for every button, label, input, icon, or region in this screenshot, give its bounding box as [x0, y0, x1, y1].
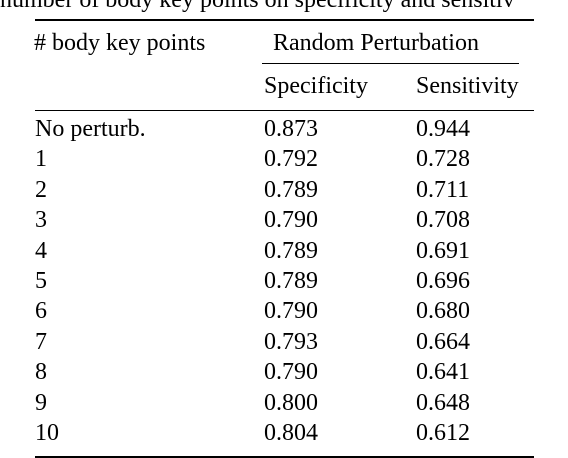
table-row: 8 0.790 0.641: [0, 358, 568, 388]
row-label: 1: [35, 146, 47, 173]
row-label: No perturb.: [35, 116, 146, 142]
table-row: 4 0.789 0.691: [0, 237, 568, 267]
header-specificity: Specificity: [264, 73, 368, 99]
row-label: 7: [35, 328, 47, 355]
table-row: 10 0.804 0.612: [0, 419, 568, 449]
row-label: 8: [35, 359, 47, 386]
table-row: No perturb. 0.873 0.944: [0, 115, 568, 145]
sensitivity-cell: 0.944: [416, 116, 470, 142]
group-header-rule: [262, 63, 519, 64]
table-row: 9 0.800 0.648: [0, 389, 568, 419]
sensitivity-cell: 0.680: [416, 298, 470, 325]
specificity-cell: 0.790: [264, 298, 318, 325]
table-header-rule: [35, 110, 534, 111]
specificity-cell: 0.804: [264, 419, 318, 446]
row-label: 10: [35, 419, 59, 446]
row-label: 3: [35, 207, 47, 234]
specificity-cell: 0.790: [264, 359, 318, 386]
row-label: 5: [35, 267, 47, 294]
header-random-perturbation: Random Perturbation: [273, 30, 479, 56]
specificity-cell: 0.789: [264, 237, 318, 264]
sensitivity-cell: 0.612: [416, 419, 470, 446]
table-row: 6 0.790 0.680: [0, 297, 568, 327]
specificity-cell: 0.789: [264, 176, 318, 203]
row-label: 4: [35, 237, 47, 264]
specificity-cell: 0.790: [264, 207, 318, 234]
specificity-cell: 0.800: [264, 389, 318, 416]
row-label: 6: [35, 298, 47, 325]
table-row: 7 0.793 0.664: [0, 328, 568, 358]
sensitivity-cell: 0.728: [416, 146, 470, 173]
header-sensitivity: Sensitivity: [416, 73, 519, 99]
sensitivity-cell: 0.691: [416, 237, 470, 264]
specificity-cell: 0.792: [264, 146, 318, 173]
table-caption: number of body key points on specificity…: [0, 0, 515, 13]
table-row: 1 0.792 0.728: [0, 145, 568, 175]
specificity-cell: 0.793: [264, 328, 318, 355]
header-body-key-points: # body key points: [34, 30, 206, 56]
sensitivity-cell: 0.648: [416, 389, 470, 416]
row-label: 2: [35, 176, 47, 203]
sensitivity-cell: 0.664: [416, 328, 470, 355]
table-bottom-rule: [35, 456, 534, 458]
table-body: No perturb. 0.873 0.944 1 0.792 0.728 2 0.789 0.…: [0, 115, 568, 449]
specificity-cell: 0.873: [264, 116, 318, 142]
sensitivity-cell: 0.711: [416, 176, 470, 203]
sensitivity-cell: 0.696: [416, 267, 470, 294]
row-label: 9: [35, 389, 47, 416]
specificity-cell: 0.789: [264, 267, 318, 294]
table-row: 2 0.789 0.711: [0, 176, 568, 206]
table-row: 5 0.789 0.696: [0, 267, 568, 297]
table-top-rule: [35, 19, 534, 21]
sensitivity-cell: 0.708: [416, 207, 470, 234]
table-row: 3 0.790 0.708: [0, 206, 568, 236]
sensitivity-cell: 0.641: [416, 359, 470, 386]
